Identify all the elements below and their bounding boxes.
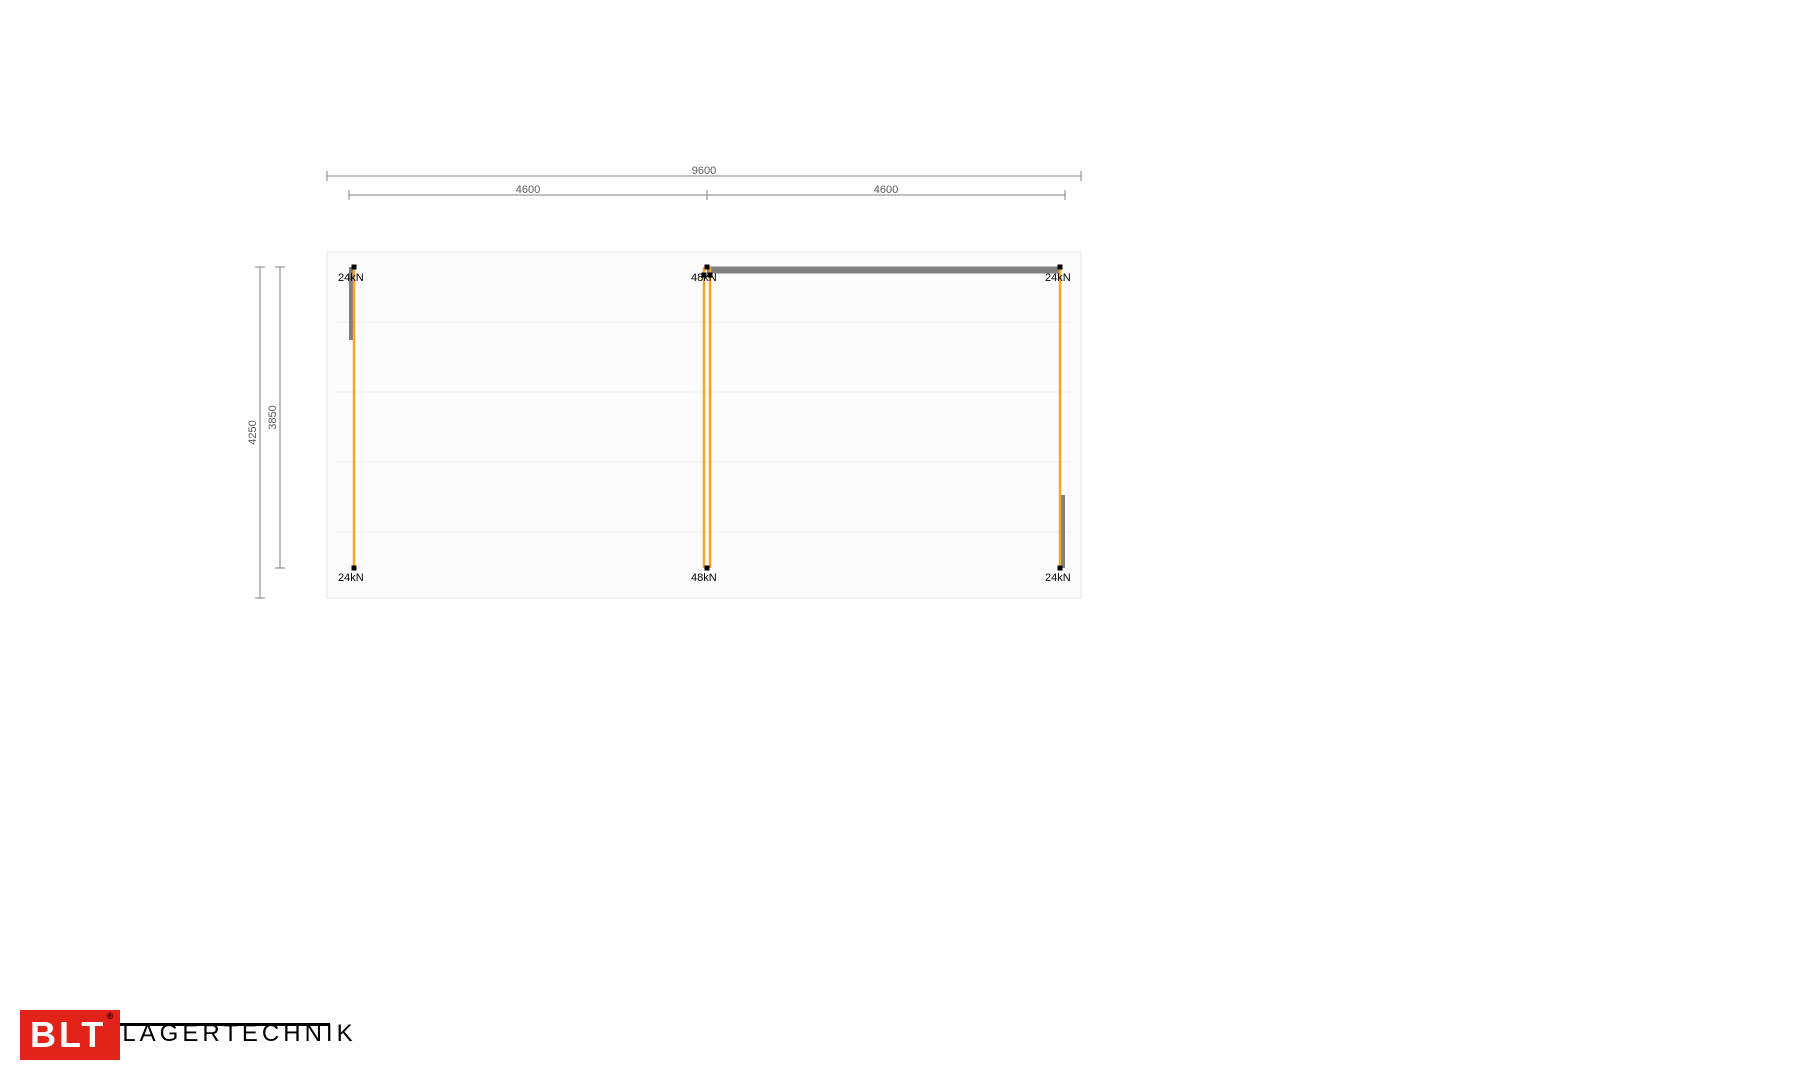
node-marker: [705, 566, 710, 571]
dimension-label: 3850: [267, 405, 279, 429]
load-label: 24kN: [338, 272, 364, 284]
node-marker: [705, 265, 710, 270]
node-marker: [1058, 566, 1063, 571]
logo-suffix-text: LAGERTECHNIK: [120, 1020, 360, 1048]
node-marker: [352, 265, 357, 270]
registered-mark: ®: [107, 1012, 117, 1021]
structural-diagram: 9600 4600 4600 4250 3850 24kN 48kN 24kN 24kN 48kN…: [0, 0, 1820, 1080]
dimension-label: 4600: [516, 184, 540, 196]
node-marker: [1058, 265, 1063, 270]
dimension-label: 9600: [692, 165, 716, 177]
logo-badge-text: BLT: [30, 1017, 106, 1053]
logo-badge: BLT ®: [20, 1010, 120, 1060]
dimension-label: 4250: [247, 420, 259, 444]
grey-beam: [707, 267, 1060, 274]
load-label: 48kN: [691, 272, 717, 284]
node-marker: [352, 566, 357, 571]
brand-logo: BLT ® LAGERTECHNIK: [20, 1010, 360, 1060]
load-label: 48kN: [691, 572, 717, 584]
dimension-label: 4600: [874, 184, 898, 196]
load-label: 24kN: [1045, 572, 1071, 584]
load-label: 24kN: [338, 572, 364, 584]
load-label: 24kN: [1045, 272, 1071, 284]
